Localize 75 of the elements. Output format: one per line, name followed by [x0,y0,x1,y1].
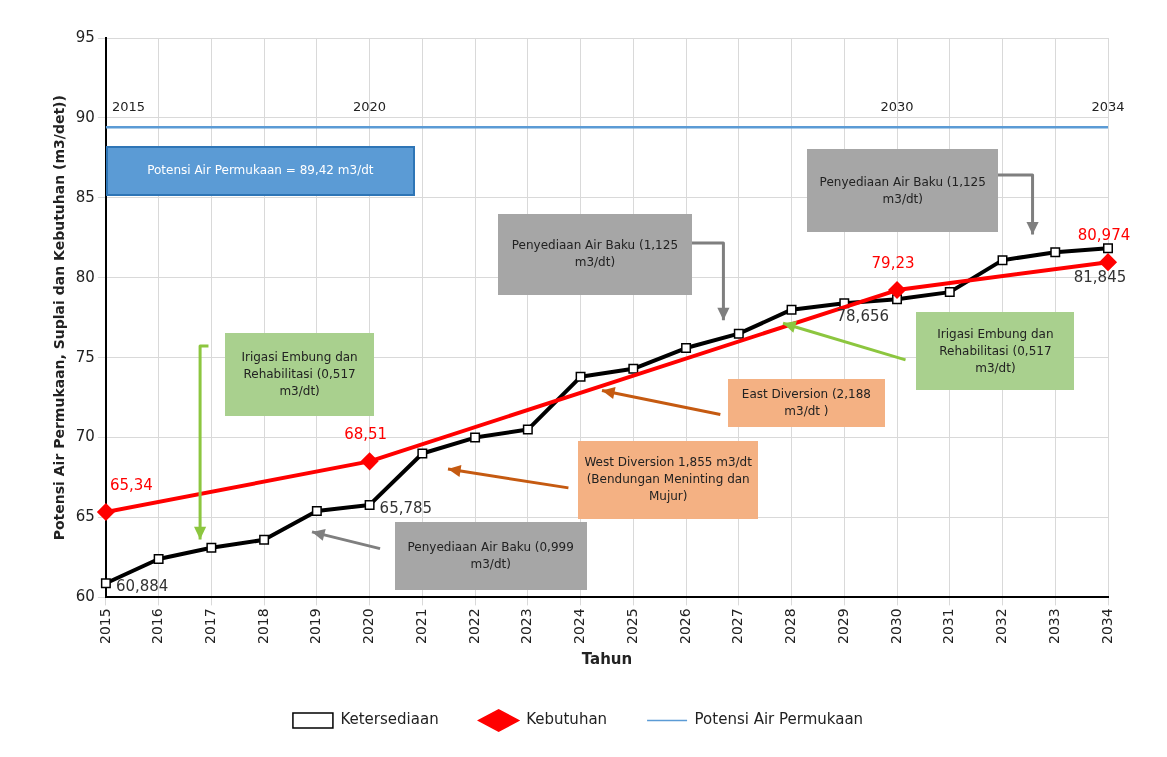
point [681,343,692,354]
annotation: Penyediaan Air Baku (0,999 m3/dt) [406,539,575,574]
y-tick-label: 80 [75,267,95,286]
x-tick-label: 2026 [676,608,693,645]
point [364,499,375,510]
point [628,363,639,374]
point [997,255,1008,266]
point [1103,243,1113,254]
annotation: Potensi Air Permukaan = 89,42 m3/dt [147,162,374,180]
point [733,328,744,339]
y-tick-label: 95 [75,27,95,46]
x-tick-label: 2024 [571,608,588,645]
data-label: 65,785 [379,498,433,517]
y-axis-title: Potensi Air Permukaan, Suplai dan Kebutuhan (m3/det)) [51,95,68,541]
point [259,534,270,545]
point [1050,247,1061,258]
x-tick-label: 2032 [993,608,1010,645]
x-tick-label: 2029 [834,608,851,645]
annotation: East Diversion (2,188 m3/dt ) [740,385,872,420]
point [944,287,955,298]
annotation: 2034 [1091,98,1125,114]
y-tick-label: 70 [75,427,95,446]
data-label: 79,23 [871,253,915,272]
x-tick-label: 2016 [149,608,166,645]
x-tick-label: 2025 [623,608,640,645]
point [786,304,797,315]
point [360,452,379,471]
x-axis-title: Tahun [581,649,633,668]
x-tick-label: 2028 [782,608,799,645]
point [522,424,533,435]
point [100,578,111,589]
point [470,432,481,443]
point [575,371,586,382]
x-tick-label: 2019 [307,608,324,645]
point [311,506,322,517]
x-tick-label: 2031 [940,608,957,645]
data-label: 80,974 [1077,226,1131,245]
y-tick-label: 75 [75,347,95,366]
data-label: 81,845 [1073,268,1127,287]
y-tick-label: 85 [75,187,95,206]
point [888,281,906,299]
data-label: 68,51 [344,425,388,444]
annotation: Penyediaan Air Baku (1,125 m3/dt) [818,173,987,208]
annotation: West Diversion 1,855 m3/dt (Bendungan Meninting dan Mujur) [584,454,753,506]
x-tick-label: 2023 [518,608,535,645]
y-tick-label: 60 [75,587,95,606]
x-tick-label: 2020 [360,608,377,645]
point [97,503,115,521]
annotation: 2020 [353,98,387,114]
annotation: 2030 [880,98,914,114]
point [1099,253,1117,271]
legend-label: Potensi Air Permukaan [694,710,864,729]
point [153,554,164,565]
legend-label: Ketersediaan [340,710,439,729]
data-label: 60,884 [115,577,169,596]
annotation: Irigasi Embung dan Rehabilitasi (0,517 m3/dt) [240,349,359,401]
data-label: 65,34 [109,475,153,494]
point [417,448,428,459]
data-label: 78,656 [836,307,890,326]
x-tick-label: 2034 [1098,608,1115,645]
x-tick-label: 2015 [96,608,113,645]
x-tick-label: 2021 [412,608,429,645]
point [206,542,217,553]
y-tick-label: 65 [75,507,95,526]
annotation: Penyediaan Air Baku (1,125 m3/dt) [510,237,680,272]
legend-label: Kebutuhan [526,710,608,729]
x-tick-label: 2027 [729,608,746,645]
x-tick-label: 2022 [465,608,482,645]
x-tick-label: 2017 [202,608,219,645]
annotation: Irigasi Embung dan Rehabilitasi (0,517 m3/dt) [936,325,1055,377]
annotation: 2015 [111,98,145,114]
x-tick-label: 2033 [1045,608,1062,645]
y-tick-label: 90 [75,107,95,126]
x-tick-label: 2030 [887,608,904,645]
x-tick-label: 2018 [254,608,271,645]
